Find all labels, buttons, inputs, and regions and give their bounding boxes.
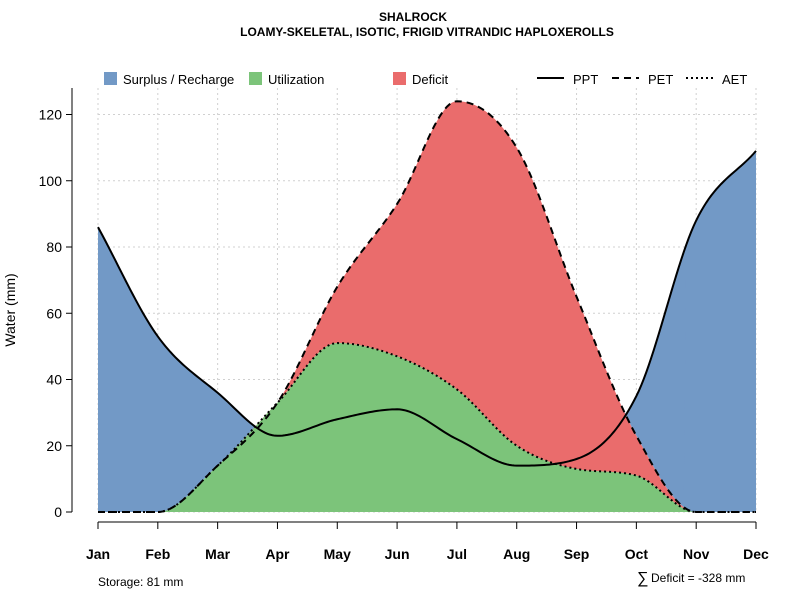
utilization-area-base <box>98 409 756 512</box>
legend-label: AET <box>722 72 747 87</box>
x-tick-label: May <box>324 546 351 562</box>
deficit-area <box>98 101 756 512</box>
y-tick-label: 40 <box>46 372 62 388</box>
x-tick-label: Nov <box>683 546 710 562</box>
chart-subtitle: LOAMY-SKELETAL, ISOTIC, FRIGID VITRANDIC… <box>240 25 614 39</box>
series-line-ppt <box>97 150 757 467</box>
chart-title: SHALROCK <box>379 10 447 24</box>
x-tick-label: Jan <box>86 546 110 562</box>
deficit-summation-icon: ∑ <box>637 570 648 587</box>
x-tick-label: Mar <box>205 546 230 562</box>
x-tick-label: Jun <box>385 546 410 562</box>
y-axis-label: Water (mm) <box>2 273 18 346</box>
legend-label: Surplus / Recharge <box>123 72 234 87</box>
x-tick-label: Feb <box>145 546 170 562</box>
y-tick-label: 120 <box>39 107 63 123</box>
y-tick-label: 100 <box>39 173 63 189</box>
x-tick-label: Dec <box>743 546 769 562</box>
legend-label: Utilization <box>268 72 324 87</box>
x-tick-label: Apr <box>265 546 290 562</box>
legend-label: Deficit <box>412 72 449 87</box>
x-tick-label: Oct <box>625 546 649 562</box>
legend-swatch <box>393 72 406 85</box>
y-tick-label: 0 <box>54 504 62 520</box>
series-line-pet <box>98 100 756 513</box>
recharge-area <box>98 150 756 512</box>
legend-swatch <box>249 72 262 85</box>
legend-label: PPT <box>573 72 598 87</box>
y-tick-label: 80 <box>46 239 62 255</box>
legend-label: PET <box>648 72 673 87</box>
legend: Surplus / Recharge Utilization Deficit PPT P… <box>104 72 747 87</box>
x-tick-label: Sep <box>564 546 590 562</box>
x-tick-label: Jul <box>447 546 467 562</box>
y-tick-label: 20 <box>46 438 62 454</box>
legend-swatch <box>104 72 117 85</box>
y-tick-label: 60 <box>46 305 62 321</box>
x-tick-label: Aug <box>503 546 530 562</box>
utilization-area <box>98 343 756 512</box>
storage-label: Storage: 81 mm <box>98 575 183 589</box>
deficit-total-label: Deficit = -328 mm <box>651 571 745 585</box>
plot-area: 0 20 40 60 80 100 120 Jan Feb Mar Apr May Jun Jul Aug S… <box>39 88 769 562</box>
